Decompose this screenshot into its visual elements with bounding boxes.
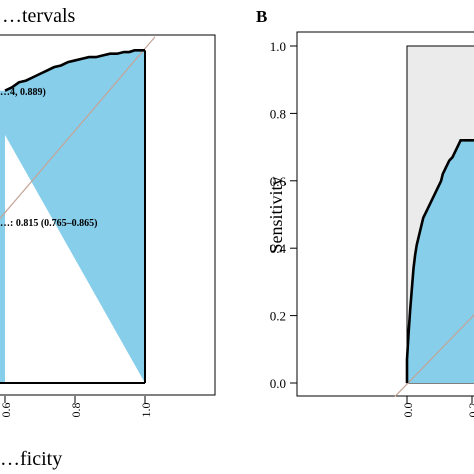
panel-a-x-ticks: 0.6 0.8 1.0 [0,396,153,418]
panel-b-y-tick-label: 0.8 [270,106,286,121]
panel-a-auc-area [0,50,145,383]
panel-b-auc-area [407,140,474,383]
panel-a-reference-diagonal [0,36,156,220]
panel-a: …tervals 0.6 0.8 1.0 …4, 0.889) …: 0.815 (… [0,5,216,470]
panel-a-x-tick-label: 0.8 [69,403,83,418]
panel-b-y-tick-label: 0.2 [270,309,286,324]
panel-b-y-ticks: 0.0 0.2 0.4 0.6 0.8 1.0 [270,39,297,391]
panel-b-x-tick-label: 0.2 [466,403,474,418]
panel-b: B 0.0 0.2 0.4 0.6 0.8 1.0 0.0 0.2 Sensitivity [256,7,474,418]
panel-a-threshold-label: …4, 0.889) [0,87,46,98]
panel-b-y-tick-label: 0.0 [270,376,286,391]
panel-a-x-label: …ficity [0,448,62,470]
panel-b-y-tick-label: 1.0 [270,39,286,54]
panel-b-x-ticks: 0.0 0.2 [401,396,474,418]
panel-b-label: B [256,7,267,26]
panel-b-x-tick-label: 0.0 [401,403,415,418]
panel-b-plot-area [394,45,474,397]
panel-a-roc-curve [4,49,145,92]
panel-b-reference-diagonal [394,314,474,397]
panel-a-auc-area-extension [0,90,5,384]
panel-a-plot-area [0,36,156,384]
panel-a-title: …tervals [2,5,76,27]
panel-a-auc-label: …: 0.815 (0.765–0.865) [0,218,98,229]
panel-b-y-tick-label: 0.6 [270,174,287,189]
panel-a-x-tick-label: 0.6 [0,403,13,418]
panel-b-roc-curve [405,139,474,383]
panel-b-y-tick-label: 0.4 [270,241,287,256]
panel-b-y-label: Sensitivity [266,176,286,253]
panel-a-x-tick-label: 1.0 [139,403,153,418]
